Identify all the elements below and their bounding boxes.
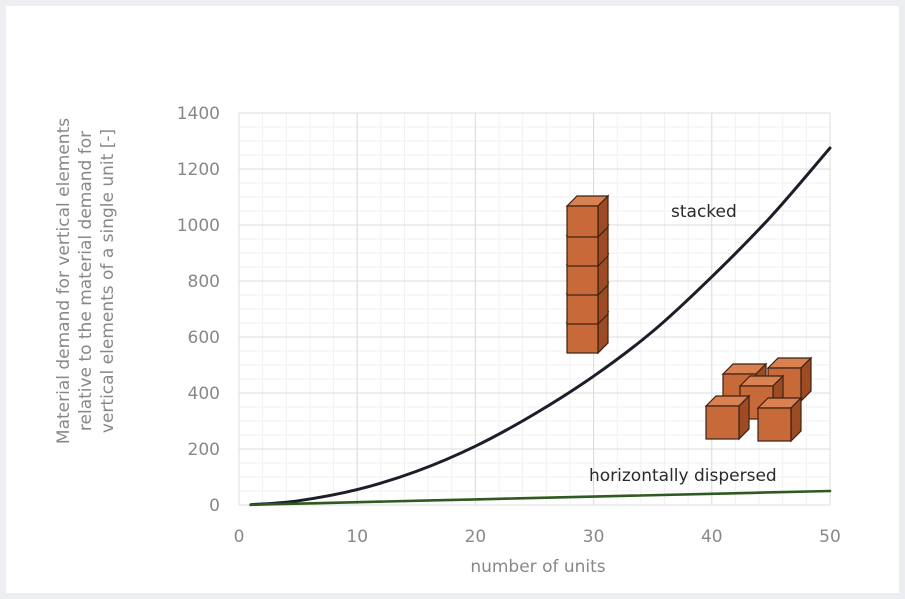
y-tick-label: 0 <box>209 496 220 516</box>
series-label-stacked: stacked <box>671 202 737 222</box>
y-tick-label: 1400 <box>177 104 220 124</box>
series-label-horizontally-dispersed: horizontally dispersed <box>589 466 777 486</box>
line-chart: 0 200 400 600 800 1000 1200 1400 0 10 20 30 40 50 nu… <box>54 104 841 577</box>
dispersed-cubes-icon <box>704 356 813 443</box>
y-axis-label-line-2: relative to the material demand for <box>76 131 96 431</box>
stacked-cubes-icon <box>565 194 610 355</box>
x-tick-label: 10 <box>346 527 368 547</box>
y-tick-label: 400 <box>188 384 220 404</box>
minor-grid <box>238 112 831 506</box>
y-tick-label: 1200 <box>177 160 220 180</box>
y-tick-label: 800 <box>188 272 220 292</box>
x-tick-label: 30 <box>583 527 605 547</box>
x-tick-label: 50 <box>819 527 841 547</box>
cube-shape <box>565 194 610 239</box>
y-axis-label: Material demand for vertical elements re… <box>54 118 118 444</box>
chart-panel: 0 200 400 600 800 1000 1200 1400 0 10 20 30 40 50 nu… <box>6 6 899 593</box>
series-line-horizontally-dispersed <box>249 489 832 507</box>
x-axis-label: number of units <box>470 557 605 577</box>
x-tick-label: 40 <box>701 527 723 547</box>
x-axis-ticks: 0 10 20 30 40 50 <box>234 527 841 547</box>
y-tick-label: 200 <box>188 440 220 460</box>
x-tick-label: 0 <box>234 527 245 547</box>
cube-shape <box>756 396 803 443</box>
y-axis-label-line-1: Material demand for vertical elements <box>54 118 74 444</box>
y-axis-ticks: 0 200 400 600 800 1000 1200 1400 <box>177 104 220 516</box>
y-tick-label: 600 <box>188 328 220 348</box>
x-tick-label: 20 <box>465 527 487 547</box>
y-tick-label: 1000 <box>177 216 220 236</box>
cube-shape <box>704 394 751 441</box>
major-grid <box>238 112 831 506</box>
series-layer <box>249 146 832 507</box>
y-axis-label-line-3: vertical elements of a single unit [-] <box>98 129 118 433</box>
series-line-stacked <box>249 146 832 507</box>
